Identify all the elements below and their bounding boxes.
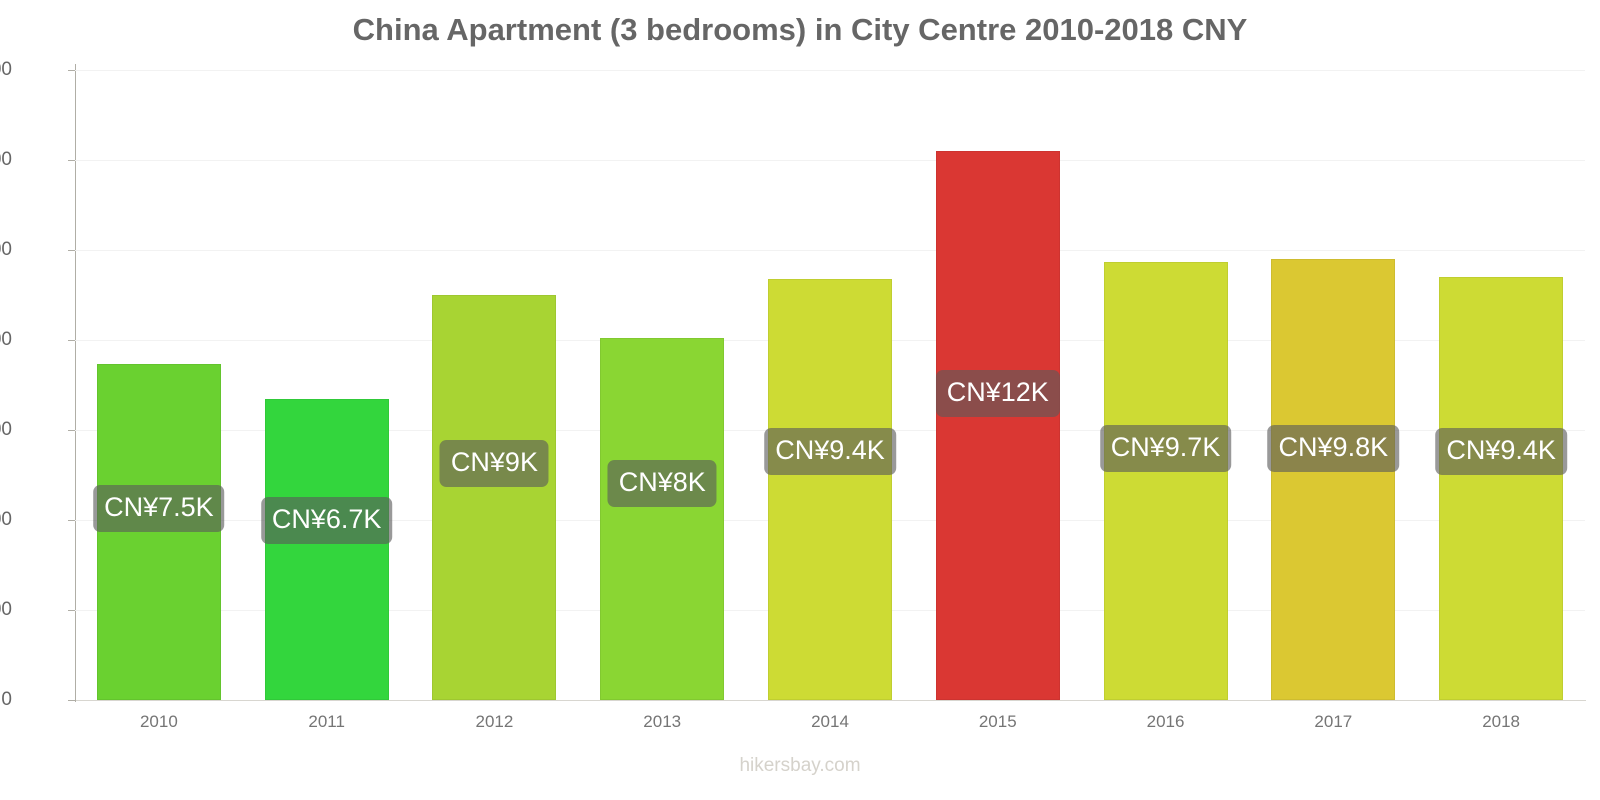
y-axis-tick-mark (68, 520, 76, 521)
bar-value-label: CN¥9K (439, 440, 549, 487)
y-axis-tick-mark (68, 610, 76, 611)
y-axis-tick-mark (68, 250, 76, 251)
bar-value-label: CN¥9.8K (1267, 425, 1400, 472)
bar[interactable] (264, 399, 389, 700)
gridline (75, 160, 1585, 161)
y-axis-tick-label: 6000 (0, 419, 12, 440)
bar-value-label: CN¥8K (607, 460, 717, 507)
y-axis-tick-label: 14000 (0, 59, 12, 80)
bar-value-label: CN¥9.4K (764, 428, 896, 475)
x-axis-tick-label: 2018 (1482, 712, 1521, 731)
bar[interactable] (768, 279, 892, 700)
bar-value-label: CN¥6.7K (260, 497, 393, 544)
x-axis-tick-label: 2010 (139, 712, 178, 731)
gridline (75, 70, 1585, 71)
watermark-hikersbay: hikersbay.com (739, 755, 861, 776)
chart-title: China Apartment (3 bedrooms) in City Cen… (352, 12, 1248, 47)
plot-area (75, 70, 1585, 700)
x-axis-tick-label: 2015 (978, 712, 1017, 731)
x-axis-tick-label: 2012 (475, 712, 514, 731)
y-axis-tick-mark (68, 340, 76, 341)
bar[interactable] (1271, 259, 1396, 700)
y-axis-tick-mark (68, 430, 76, 431)
bar[interactable] (1439, 277, 1564, 700)
bar[interactable] (600, 337, 725, 700)
bar-value-label: CN¥12K (935, 370, 1060, 417)
x-axis-tick-label: 2016 (1146, 712, 1185, 731)
bar[interactable] (1103, 262, 1228, 700)
bar[interactable] (935, 151, 1060, 700)
x-axis-tick-label: 2017 (1314, 712, 1353, 731)
y-axis-tick-mark (68, 70, 76, 71)
y-axis-tick-label: 12000 (0, 149, 12, 170)
y-axis-tick-label: 4000 (0, 509, 12, 530)
y-axis-tick-label: 10000 (0, 239, 12, 260)
gridline (75, 250, 1585, 251)
bar-value-label: CN¥7.5K (93, 485, 225, 532)
y-axis-line (75, 64, 76, 702)
bar[interactable] (432, 295, 557, 700)
x-axis-line (70, 700, 1586, 701)
x-axis-tick-label: 2014 (811, 712, 849, 731)
bar-value-label: CN¥9.4K (1435, 428, 1567, 475)
bar-value-label: CN¥9.7K (1099, 425, 1232, 472)
x-axis-tick-label: 2011 (308, 712, 345, 731)
y-axis-tick-label: 0 (1, 689, 12, 710)
y-axis-tick-mark (68, 160, 76, 161)
y-axis-tick-label: 2000 (0, 599, 12, 620)
x-axis-tick-label: 2013 (643, 712, 682, 731)
y-axis-tick-label: 8000 (0, 329, 12, 350)
y-axis-tick-mark (68, 700, 76, 701)
